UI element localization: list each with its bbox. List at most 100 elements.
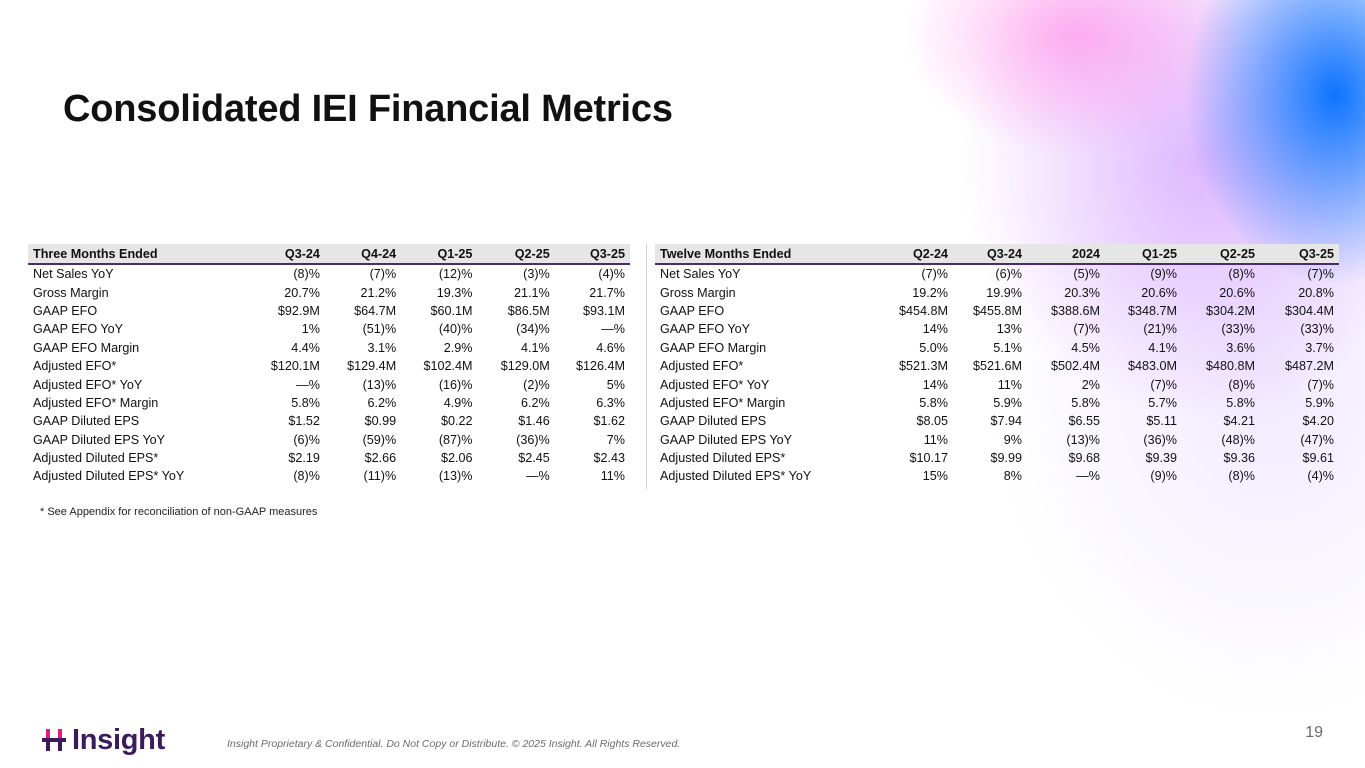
- table-cell: (11)%: [363, 469, 397, 484]
- table-cell: (13)%: [362, 377, 397, 392]
- twelve-months-header-row: Twelve Months Ended Q2-24 Q3-24 2024 Q1-25 Q2…: [655, 244, 1339, 265]
- twelve-months-header-cell: Q3-24: [953, 244, 1027, 265]
- three-months-table: Three Months Ended Q3-24 Q4-24 Q1-25 Q2-25 Q3…: [28, 244, 630, 486]
- table-divider: [646, 244, 647, 489]
- table-cell: 15%: [922, 469, 948, 484]
- table-cell: (7)%: [1073, 322, 1100, 337]
- table-cell: (36)%: [1143, 432, 1177, 447]
- table-row: GAAP EFO YoY 14% 13% (7)% (21)% (33)% (33)%: [655, 320, 1339, 338]
- table-cell: $129.4M: [347, 359, 397, 374]
- table-cell: (2)%: [523, 377, 550, 392]
- table-row: GAAP Diluted EPS YoY (6)% (59)% (87)% (36)% 7…: [28, 431, 630, 449]
- table-row: GAAP EFO Margin 4.4% 3.1% 2.9% 4.1% 4.6%: [28, 339, 630, 357]
- table-cell: $6.55: [1068, 414, 1100, 429]
- three-months-body: Net Sales YoY (8)% (7)% (12)% (3)% (4)% Gross …: [28, 264, 630, 486]
- table-cell: 11%: [997, 377, 1022, 392]
- table-cell: (87)%: [438, 432, 473, 447]
- three-months-header-cell: Q3-24: [253, 244, 325, 265]
- table-cell: (34)%: [516, 322, 550, 337]
- table-cell: 3.1%: [367, 340, 397, 355]
- table-cell: $2.19: [288, 451, 320, 466]
- row-label: GAAP EFO YoY: [660, 322, 751, 337]
- table-cell: $483.0M: [1127, 359, 1177, 374]
- table-cell: (7)%: [1307, 267, 1334, 282]
- table-row: Adjusted Diluted EPS* YoY 15% 8% —% (9)% (8)%…: [655, 467, 1339, 485]
- table-cell: 14%: [922, 322, 948, 337]
- page-title: Consolidated IEI Financial Metrics: [63, 88, 673, 130]
- table-cell: (5)%: [1073, 267, 1100, 282]
- table-cell: 5.8%: [919, 395, 948, 410]
- table-cell: 20.6%: [1141, 285, 1177, 300]
- table-cell: $126.4M: [575, 359, 625, 374]
- footnote: * See Appendix for reconciliation of non…: [40, 506, 318, 518]
- table-cell: 4.9%: [443, 395, 473, 410]
- table-cell: $304.4M: [1284, 303, 1334, 318]
- table-cell: (7)%: [369, 267, 397, 282]
- table-cell: $348.7M: [1127, 303, 1177, 318]
- table-cell: 8%: [1003, 469, 1022, 484]
- twelve-months-body: Net Sales YoY (7)% (6)% (5)% (9)% (8)% (7)% Gro…: [655, 264, 1339, 486]
- row-label: Adjusted EFO* Margin: [660, 395, 786, 410]
- row-label: Adjusted EFO* YoY: [33, 377, 143, 392]
- twelve-months-header-cell: Q3-25: [1260, 244, 1339, 265]
- row-label: GAAP Diluted EPS YoY: [33, 432, 166, 447]
- table-cell: $2.45: [518, 451, 550, 466]
- row-label: GAAP EFO: [660, 303, 725, 318]
- table-cell: 1%: [301, 322, 320, 337]
- table-cell: $4.21: [1223, 414, 1255, 429]
- row-label: Gross Margin: [660, 285, 736, 300]
- table-cell: $2.43: [593, 451, 625, 466]
- table-cell: —%: [296, 377, 320, 392]
- table-cell: (36)%: [516, 432, 550, 447]
- table-cell: $521.3M: [898, 359, 948, 374]
- row-label: Adjusted Diluted EPS*: [33, 451, 159, 466]
- table-cell: 19.3%: [436, 285, 473, 300]
- table-cell: (21)%: [1143, 322, 1177, 337]
- legal-notice: Insight Proprietary & Confidential. Do N…: [227, 738, 681, 750]
- table-cell: (4)%: [1307, 469, 1334, 484]
- table-cell: 6.2%: [521, 395, 550, 410]
- row-label: GAAP EFO YoY: [33, 322, 124, 337]
- table-cell: 4.5%: [1071, 340, 1100, 355]
- table-cell: (13)%: [1066, 432, 1100, 447]
- table-cell: (8)%: [1228, 377, 1255, 392]
- table-cell: —%: [601, 322, 625, 337]
- table-cell: 2.9%: [443, 340, 473, 355]
- twelve-months-header-cell: Twelve Months Ended: [655, 244, 877, 265]
- table-cell: $92.9M: [277, 303, 320, 318]
- table-cell: (6)%: [995, 267, 1022, 282]
- table-cell: 21.7%: [589, 285, 625, 300]
- table-cell: $388.6M: [1050, 303, 1100, 318]
- row-label: GAAP EFO Margin: [33, 340, 140, 355]
- table-cell: (6)%: [293, 432, 320, 447]
- table-row: GAAP EFO YoY 1% (51)% (40)% (34)% —%: [28, 320, 630, 338]
- table-cell: 19.9%: [986, 285, 1022, 300]
- row-label: GAAP Diluted EPS: [33, 414, 140, 429]
- table-cell: (3)%: [523, 267, 550, 282]
- row-label: Adjusted EFO* Margin: [33, 395, 159, 410]
- twelve-months-header-cell: Q2-25: [1182, 244, 1260, 265]
- table-cell: $304.2M: [1205, 303, 1255, 318]
- table-cell: $455.8M: [972, 303, 1022, 318]
- table-cell: $129.0M: [500, 359, 550, 374]
- table-row: GAAP Diluted EPS $1.52 $0.99 $0.22 $1.46 $1.6…: [28, 412, 630, 430]
- row-label: Adjusted Diluted EPS* YoY: [660, 469, 812, 484]
- row-label: GAAP EFO Margin: [660, 340, 767, 355]
- table-cell: 4.1%: [1148, 340, 1177, 355]
- table-cell: $120.1M: [270, 359, 320, 374]
- table-cell: 11%: [600, 469, 625, 484]
- table-cell: 5.8%: [291, 395, 320, 410]
- table-cell: $480.8M: [1205, 359, 1255, 374]
- table-row: Adjusted EFO* Margin 5.8% 5.9% 5.8% 5.7% 5.8%…: [655, 394, 1339, 412]
- table-cell: $64.7M: [354, 303, 397, 318]
- logo-wordmark: Insight: [72, 724, 165, 756]
- table-cell: (59)%: [362, 432, 397, 447]
- table-row: GAAP EFO $454.8M $455.8M $388.6M $348.7M $304…: [655, 302, 1339, 320]
- table-cell: 19.2%: [912, 285, 948, 300]
- table-cell: $2.06: [440, 451, 473, 466]
- row-label: Adjusted EFO* YoY: [660, 377, 770, 392]
- table-cell: 13%: [996, 322, 1022, 337]
- twelve-months-table: Twelve Months Ended Q2-24 Q3-24 2024 Q1-25 Q2…: [655, 244, 1339, 486]
- table-cell: $0.22: [440, 414, 473, 429]
- table-cell: (8)%: [1228, 267, 1255, 282]
